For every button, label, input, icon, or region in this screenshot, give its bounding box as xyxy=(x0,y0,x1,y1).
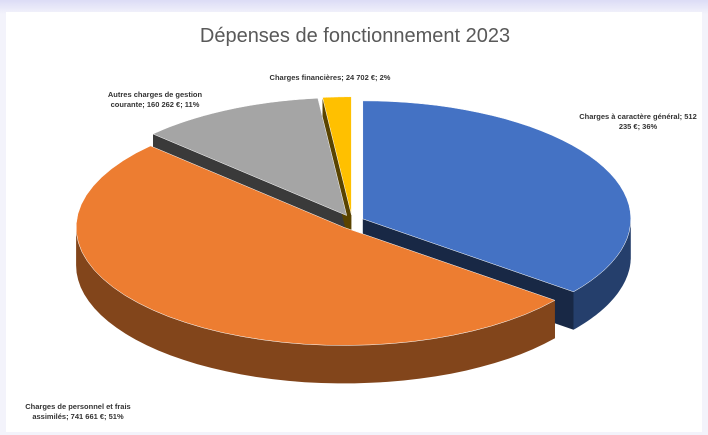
data-label: Charges de personnel et frais assimilés;… xyxy=(25,402,131,421)
slice xyxy=(76,145,556,346)
data-label: Charges financières; 24 702 €; 2% xyxy=(269,73,391,82)
slice-rim xyxy=(573,218,631,330)
slice xyxy=(152,97,348,216)
data-label: Autres charges de gestion courante; 160 … xyxy=(107,90,203,109)
chart-title: Dépenses de fonctionnement 2023 xyxy=(200,25,510,47)
slice-rim xyxy=(76,227,555,384)
data-label: Charges à caractère général; 512 235 €; … xyxy=(579,112,697,131)
slice xyxy=(362,100,632,293)
slice xyxy=(322,96,352,215)
